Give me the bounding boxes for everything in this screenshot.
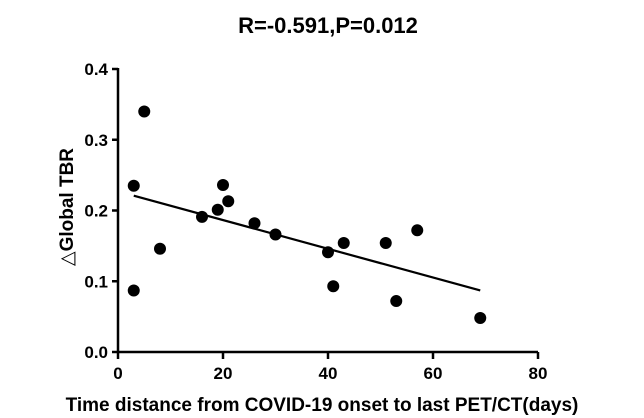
regression-line-group: [133, 194, 481, 292]
y-tick-label: 0.2: [84, 202, 108, 221]
y-axis-label: △Global TBR: [57, 148, 78, 266]
y-tick-label: 0.0: [84, 343, 108, 362]
x-tick-label: 0: [113, 364, 122, 383]
x-axis-label: Time distance from COVID-19 onset to las…: [66, 395, 579, 416]
data-point: [222, 195, 235, 208]
y-tick-label: 0.3: [84, 131, 108, 150]
data-point: [379, 237, 392, 250]
regression-line: [133, 194, 481, 292]
data-point: [411, 224, 424, 237]
data-point: [217, 179, 229, 192]
data-point: [211, 203, 224, 216]
y-ticks: 0.0 0.1 0.2 0.3 0.4: [84, 60, 118, 362]
data-point: [269, 228, 282, 241]
data-point: [327, 280, 340, 293]
data-point: [474, 312, 487, 325]
data-points: [127, 105, 487, 325]
axes: [116, 68, 538, 354]
data-point: [127, 284, 140, 297]
data-point: [337, 237, 350, 250]
data-point: [127, 179, 140, 192]
data-point: [322, 246, 334, 259]
x-tick-label: 40: [319, 364, 338, 383]
chart-title: R=-0.591,P=0.012: [238, 13, 418, 38]
x-tick-label: 20: [214, 364, 233, 383]
data-point: [138, 105, 151, 118]
data-point: [196, 210, 208, 223]
x-tick-label: 60: [424, 364, 443, 383]
y-tick-label: 0.1: [84, 272, 108, 291]
x-ticks: 0 20 40 60 80: [113, 352, 547, 383]
x-tick-label: 80: [529, 364, 548, 383]
data-point: [154, 242, 166, 255]
data-point: [390, 295, 403, 308]
y-tick-label: 0.4: [84, 60, 108, 79]
data-point: [248, 217, 261, 230]
